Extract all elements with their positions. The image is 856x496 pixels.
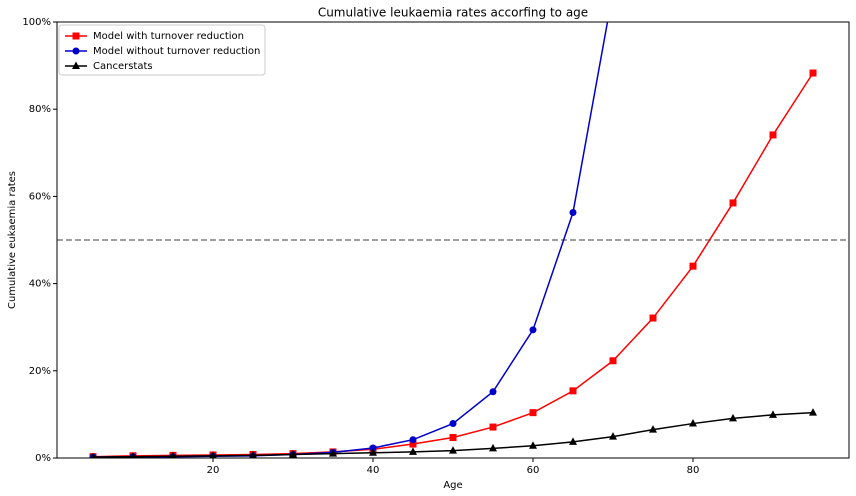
marker <box>449 420 457 428</box>
marker <box>569 387 577 395</box>
legend-box <box>58 24 266 76</box>
marker <box>809 408 817 416</box>
marker <box>209 451 217 458</box>
legend-label: Cancerstats <box>93 61 153 72</box>
x-tick-label: 60 <box>527 465 540 476</box>
x-tick-label: 80 <box>687 465 700 476</box>
legend-label: Model without turnover reduction <box>93 46 260 57</box>
marker <box>569 209 577 217</box>
y-tick-label: 80% <box>29 104 51 115</box>
y-tick-label: 0% <box>35 453 51 464</box>
plot-frame <box>56 21 850 459</box>
y-axis-label: Cumulative eukaemia rates <box>7 171 18 309</box>
marker <box>609 432 617 440</box>
x-tick-label: 40 <box>367 465 380 476</box>
marker <box>409 436 417 444</box>
x-axis-label: Age <box>443 480 462 491</box>
marker <box>689 419 697 427</box>
marker <box>289 450 297 458</box>
marker <box>649 314 657 322</box>
marker <box>249 450 257 458</box>
marker <box>529 326 537 334</box>
plot-area <box>57 22 849 458</box>
marker <box>449 434 457 442</box>
chart-title: Cumulative leukaemia rates accorfing to … <box>318 6 588 20</box>
marker <box>489 388 497 396</box>
y-tick-label: 100% <box>22 17 51 28</box>
marker <box>409 440 417 448</box>
marker <box>129 452 137 458</box>
marker <box>529 441 537 449</box>
y-tick-label: 40% <box>29 279 51 290</box>
marker <box>689 262 697 270</box>
marker <box>72 61 80 69</box>
marker <box>489 423 497 431</box>
marker <box>649 425 657 433</box>
marker <box>72 32 80 40</box>
legend-label: Model with turnover reduction <box>93 31 244 42</box>
marker <box>409 447 417 455</box>
y-tick-label: 20% <box>29 366 51 377</box>
marker <box>369 448 377 456</box>
marker <box>169 451 177 458</box>
marker <box>449 446 457 454</box>
marker <box>369 444 377 452</box>
marker <box>729 199 737 207</box>
marker <box>72 47 80 55</box>
x-tick-label: 20 <box>207 465 220 476</box>
marker <box>529 409 537 417</box>
marker <box>329 449 337 457</box>
marker <box>769 131 777 139</box>
marker <box>769 410 777 418</box>
marker <box>489 443 497 452</box>
marker <box>809 69 817 77</box>
y-tick-label: 60% <box>29 191 51 202</box>
marker <box>569 437 577 445</box>
marker <box>90 452 96 458</box>
marker <box>609 357 617 365</box>
marker <box>729 413 737 422</box>
